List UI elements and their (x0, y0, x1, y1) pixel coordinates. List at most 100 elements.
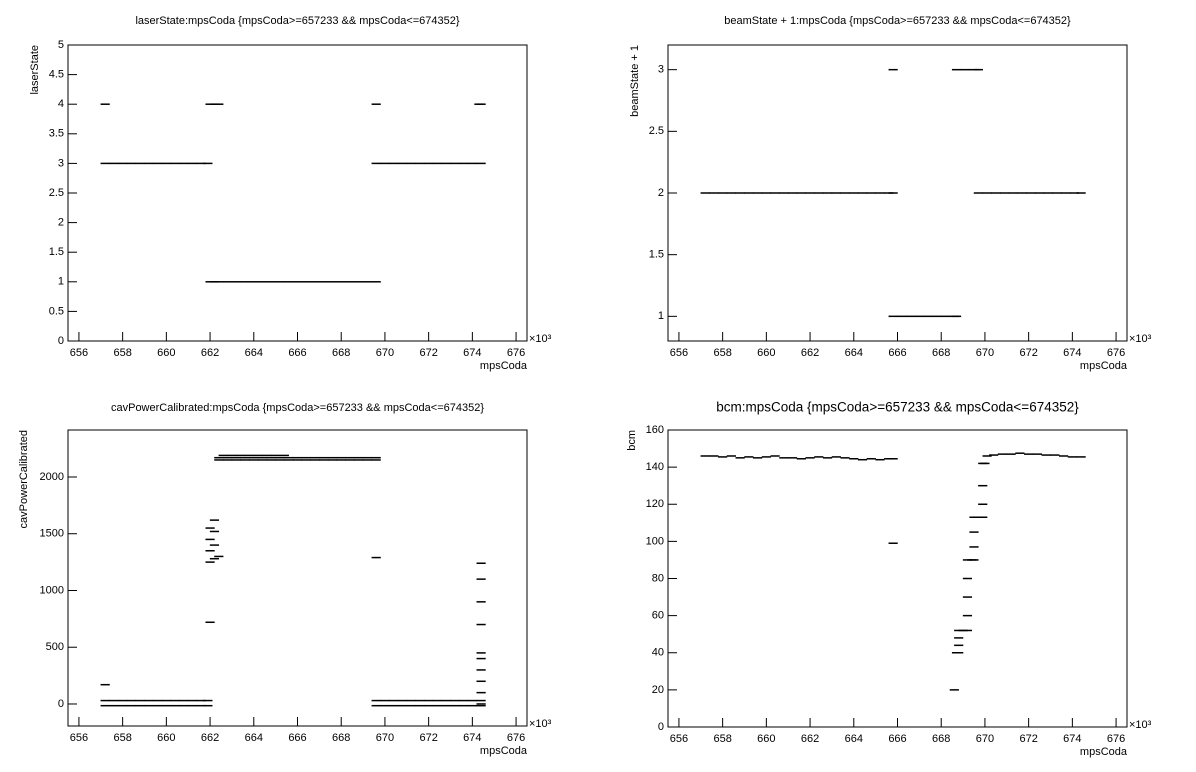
point (170, 162, 180, 165)
point (476, 578, 486, 580)
x-tick-label: 666 (888, 347, 906, 359)
point (1026, 192, 1036, 194)
point (1061, 192, 1071, 194)
point (949, 689, 959, 691)
point (787, 192, 798, 194)
point (951, 68, 962, 71)
point (100, 699, 110, 702)
x-tick-label: 674 (1063, 733, 1081, 745)
point (415, 704, 425, 707)
point (161, 162, 171, 165)
point (476, 691, 486, 694)
point (1006, 453, 1016, 455)
y-tick-label: 4.5 (49, 69, 64, 81)
point (982, 455, 992, 457)
point (805, 457, 815, 459)
point (362, 456, 373, 459)
point (432, 162, 442, 165)
x-tick-label: 670 (376, 347, 394, 359)
x-multiplier: ×10³ (529, 718, 552, 730)
point (991, 192, 1001, 194)
point (1008, 192, 1018, 194)
point (292, 456, 303, 459)
y-tick-label: 2.5 (649, 125, 664, 137)
point (100, 162, 110, 165)
point (441, 699, 451, 702)
point (1017, 192, 1027, 194)
x-tick-label: 656 (670, 347, 688, 359)
point (875, 192, 885, 194)
chart-title: beamState + 1:mpsCoda {mpsCoda>=657233 &… (724, 15, 1071, 27)
point (1052, 192, 1062, 194)
point (205, 538, 215, 541)
y-tick-label: 2000 (40, 471, 64, 483)
point (336, 459, 346, 461)
x-tick-label: 656 (70, 732, 88, 744)
point (866, 192, 876, 194)
y-tick-label: 60 (652, 610, 664, 622)
y-tick-label: 2 (658, 187, 664, 199)
point (459, 162, 469, 165)
y-tick-label: 0.5 (49, 305, 64, 317)
x-tick-label: 672 (419, 347, 437, 359)
y-tick-label: 1500 (40, 528, 64, 540)
point (779, 192, 789, 194)
point (227, 454, 237, 457)
y-tick-label: 5 (58, 39, 64, 51)
x-tick-label: 658 (713, 733, 731, 745)
x-tick-label: 668 (932, 347, 950, 359)
point (1050, 454, 1060, 456)
point (888, 458, 898, 460)
point (371, 162, 381, 165)
point (476, 103, 486, 105)
point (249, 281, 259, 283)
point (362, 281, 373, 283)
point (161, 704, 171, 707)
x-tick-label: 674 (1063, 347, 1081, 359)
y-tick-label: 0 (658, 721, 664, 733)
point (476, 657, 486, 660)
point (135, 162, 145, 165)
point (144, 699, 154, 702)
point (441, 704, 451, 707)
point (875, 458, 885, 461)
point (371, 281, 381, 283)
x-tick-label: 666 (288, 347, 306, 359)
point (718, 456, 728, 458)
point (109, 162, 119, 165)
y-tick-label: 1 (58, 276, 64, 288)
point (236, 454, 246, 457)
point (1000, 192, 1010, 194)
point (989, 454, 999, 456)
x-tick-label: 664 (845, 733, 863, 745)
point (214, 555, 224, 558)
point (1076, 192, 1086, 194)
point (761, 456, 771, 458)
point (354, 459, 364, 461)
point (1034, 192, 1045, 194)
point (770, 192, 780, 194)
point (336, 281, 346, 283)
y-tick-label: 1 (658, 310, 664, 322)
y-tick-label: 80 (652, 572, 664, 584)
panel: cavPowerCalibrated:mpsCoda {mpsCoda>=657… (18, 402, 552, 757)
x-axis-label: mpsCoda (1080, 360, 1128, 372)
point (831, 192, 841, 194)
point (932, 315, 942, 318)
point (761, 192, 771, 194)
point (476, 652, 486, 654)
point (231, 459, 241, 461)
point (969, 546, 979, 548)
point (284, 281, 294, 283)
point (126, 704, 136, 707)
panel: beamState + 1:mpsCoda {mpsCoda>=657233 &… (629, 15, 1152, 372)
point (450, 699, 460, 702)
point (153, 704, 163, 707)
chart-title: bcm:mpsCoda {mpsCoda>=657233 && mpsCoda<… (716, 400, 1079, 415)
point (118, 704, 128, 707)
point (327, 281, 338, 283)
point (249, 456, 259, 459)
x-tick-label: 670 (976, 733, 994, 745)
point (973, 192, 983, 194)
x-tick-label: 668 (332, 347, 350, 359)
